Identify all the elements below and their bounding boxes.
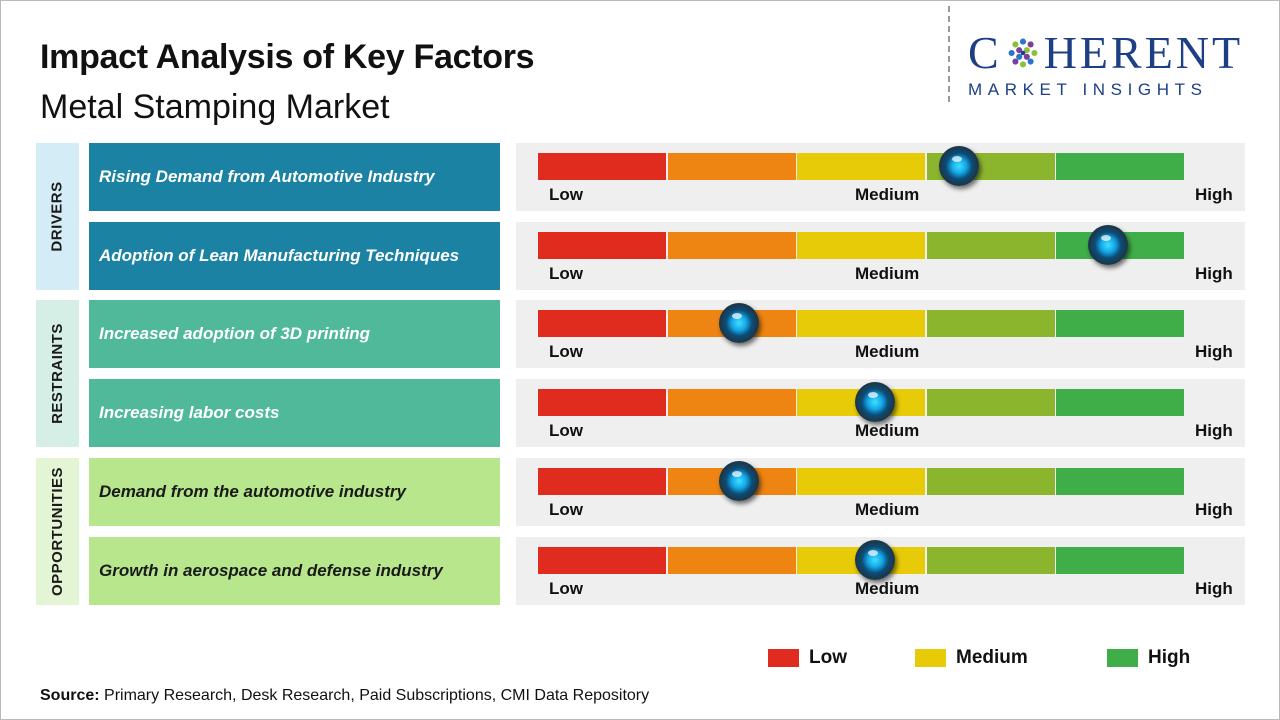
gauge-low-label: Low	[549, 421, 583, 440]
gauge-segment	[926, 389, 1055, 416]
gauge-segment	[797, 310, 926, 337]
page-title: Impact Analysis of Key Factors	[40, 38, 535, 76]
gauge-medium-label: Medium	[855, 500, 920, 519]
legend-item-low: Low	[768, 647, 847, 669]
impact-marker-icon	[854, 382, 895, 422]
page-subtitle: Metal Stamping Market	[40, 88, 390, 126]
impact-marker-icon	[939, 146, 980, 186]
gauge-low-label: Low	[549, 342, 583, 361]
gauge-segment	[926, 547, 1055, 574]
gauge-high-label: High	[1195, 185, 1233, 204]
factor-label: Increasing labor costs	[99, 403, 280, 422]
gauge-segment	[538, 153, 667, 180]
gauge-medium-label: Medium	[855, 185, 920, 204]
legend-item-medium: Medium	[915, 647, 1028, 669]
factor-label-box: Growth in aerospace and defense industry	[89, 537, 500, 605]
company-logo: C HERENT MARKET INSIGHTS	[968, 27, 1260, 100]
gauge-segment	[926, 232, 1055, 259]
gauge-segment	[667, 547, 796, 574]
logo-divider	[948, 6, 950, 102]
factor-label: Rising Demand from Automotive Industry	[99, 167, 435, 186]
factor-label-box: Increasing labor costs	[89, 379, 500, 447]
group-label-opportunities: OPPORTUNITIES	[36, 458, 79, 605]
factor-label: Demand from the automotive industry	[99, 482, 406, 501]
factor-label-box: Increased adoption of 3D printing	[89, 300, 500, 368]
logo-word-left: C	[968, 27, 1002, 78]
gauge-segment	[1056, 153, 1185, 180]
impact-gauge: Low Medium High	[516, 222, 1245, 290]
impact-gauge: Low Medium High	[516, 537, 1245, 605]
gauge-segment	[538, 547, 667, 574]
gauge-low-label: Low	[549, 579, 583, 598]
impact-marker-icon	[854, 540, 895, 580]
gauge-segment	[667, 389, 796, 416]
gauge-medium-label: Medium	[855, 342, 920, 361]
impact-gauge: Low Medium High	[516, 300, 1245, 368]
group-label-text: OPPORTUNITIES	[49, 466, 67, 597]
legend-item-high: High	[1107, 647, 1190, 669]
source-text: Primary Research, Desk Research, Paid Su…	[99, 687, 650, 704]
gauge-low-label: Low	[549, 185, 583, 204]
factor-label-box: Demand from the automotive industry	[89, 458, 500, 526]
gauge-high-label: High	[1195, 264, 1233, 283]
gauge-medium-label: Medium	[855, 264, 920, 283]
logo-globe-icon	[1008, 38, 1038, 68]
gauge-segment	[538, 468, 667, 495]
impact-marker-icon	[718, 461, 759, 501]
gauge-segment	[926, 468, 1055, 495]
impact-gauge: Low Medium High	[516, 458, 1245, 526]
group-label-restraints: RESTRAINTS	[36, 300, 79, 447]
source-note: Source: Primary Research, Desk Research,…	[40, 687, 649, 705]
gauge-segment	[926, 310, 1055, 337]
gauge-segment	[538, 232, 667, 259]
gauge-low-label: Low	[549, 264, 583, 283]
source-label: Source:	[40, 687, 100, 704]
gauge-segment	[797, 232, 926, 259]
legend-swatch	[915, 649, 946, 667]
gauge-segment	[667, 153, 796, 180]
gauge-segment	[667, 232, 796, 259]
factor-label: Increased adoption of 3D printing	[99, 324, 371, 343]
impact-gauge: Low Medium High	[516, 379, 1245, 447]
factor-label: Growth in aerospace and defense industry	[99, 561, 443, 580]
logo-word-right: HERENT	[1043, 27, 1244, 78]
factor-label: Adoption of Lean Manufacturing Technique…	[99, 246, 460, 265]
gauge-high-label: High	[1195, 579, 1233, 598]
impact-marker-icon	[718, 303, 759, 343]
legend-swatch	[1107, 649, 1138, 667]
gauge-segment	[1056, 468, 1185, 495]
gauge-segment	[1056, 547, 1185, 574]
gauge-segment	[1056, 389, 1185, 416]
group-label-drivers: DRIVERS	[36, 143, 79, 290]
impact-gauge: Low Medium High	[516, 143, 1245, 211]
gauge-segment	[538, 389, 667, 416]
gauge-high-label: High	[1195, 421, 1233, 440]
legend-label: High	[1148, 647, 1191, 668]
group-label-text: RESTRAINTS	[49, 323, 66, 424]
factor-label-box: Rising Demand from Automotive Industry	[89, 143, 500, 211]
logo-tagline: MARKET INSIGHTS	[968, 80, 1208, 99]
legend-label: Medium	[956, 647, 1028, 668]
gauge-segment	[538, 310, 667, 337]
gauge-medium-label: Medium	[855, 579, 920, 598]
legend-label: Low	[809, 647, 847, 668]
impact-marker-icon	[1088, 225, 1129, 265]
gauge-high-label: High	[1195, 342, 1233, 361]
logo-wordmark: C HERENT	[968, 27, 1260, 78]
gauge-high-label: High	[1195, 500, 1233, 519]
gauge-segment	[797, 468, 926, 495]
factor-label-box: Adoption of Lean Manufacturing Technique…	[89, 222, 500, 290]
gauge-segment	[1056, 310, 1185, 337]
legend-swatch	[768, 649, 799, 667]
gauge-medium-label: Medium	[855, 421, 920, 440]
gauge-low-label: Low	[549, 500, 583, 519]
gauge-segment	[797, 153, 926, 180]
group-label-text: DRIVERS	[49, 181, 66, 252]
